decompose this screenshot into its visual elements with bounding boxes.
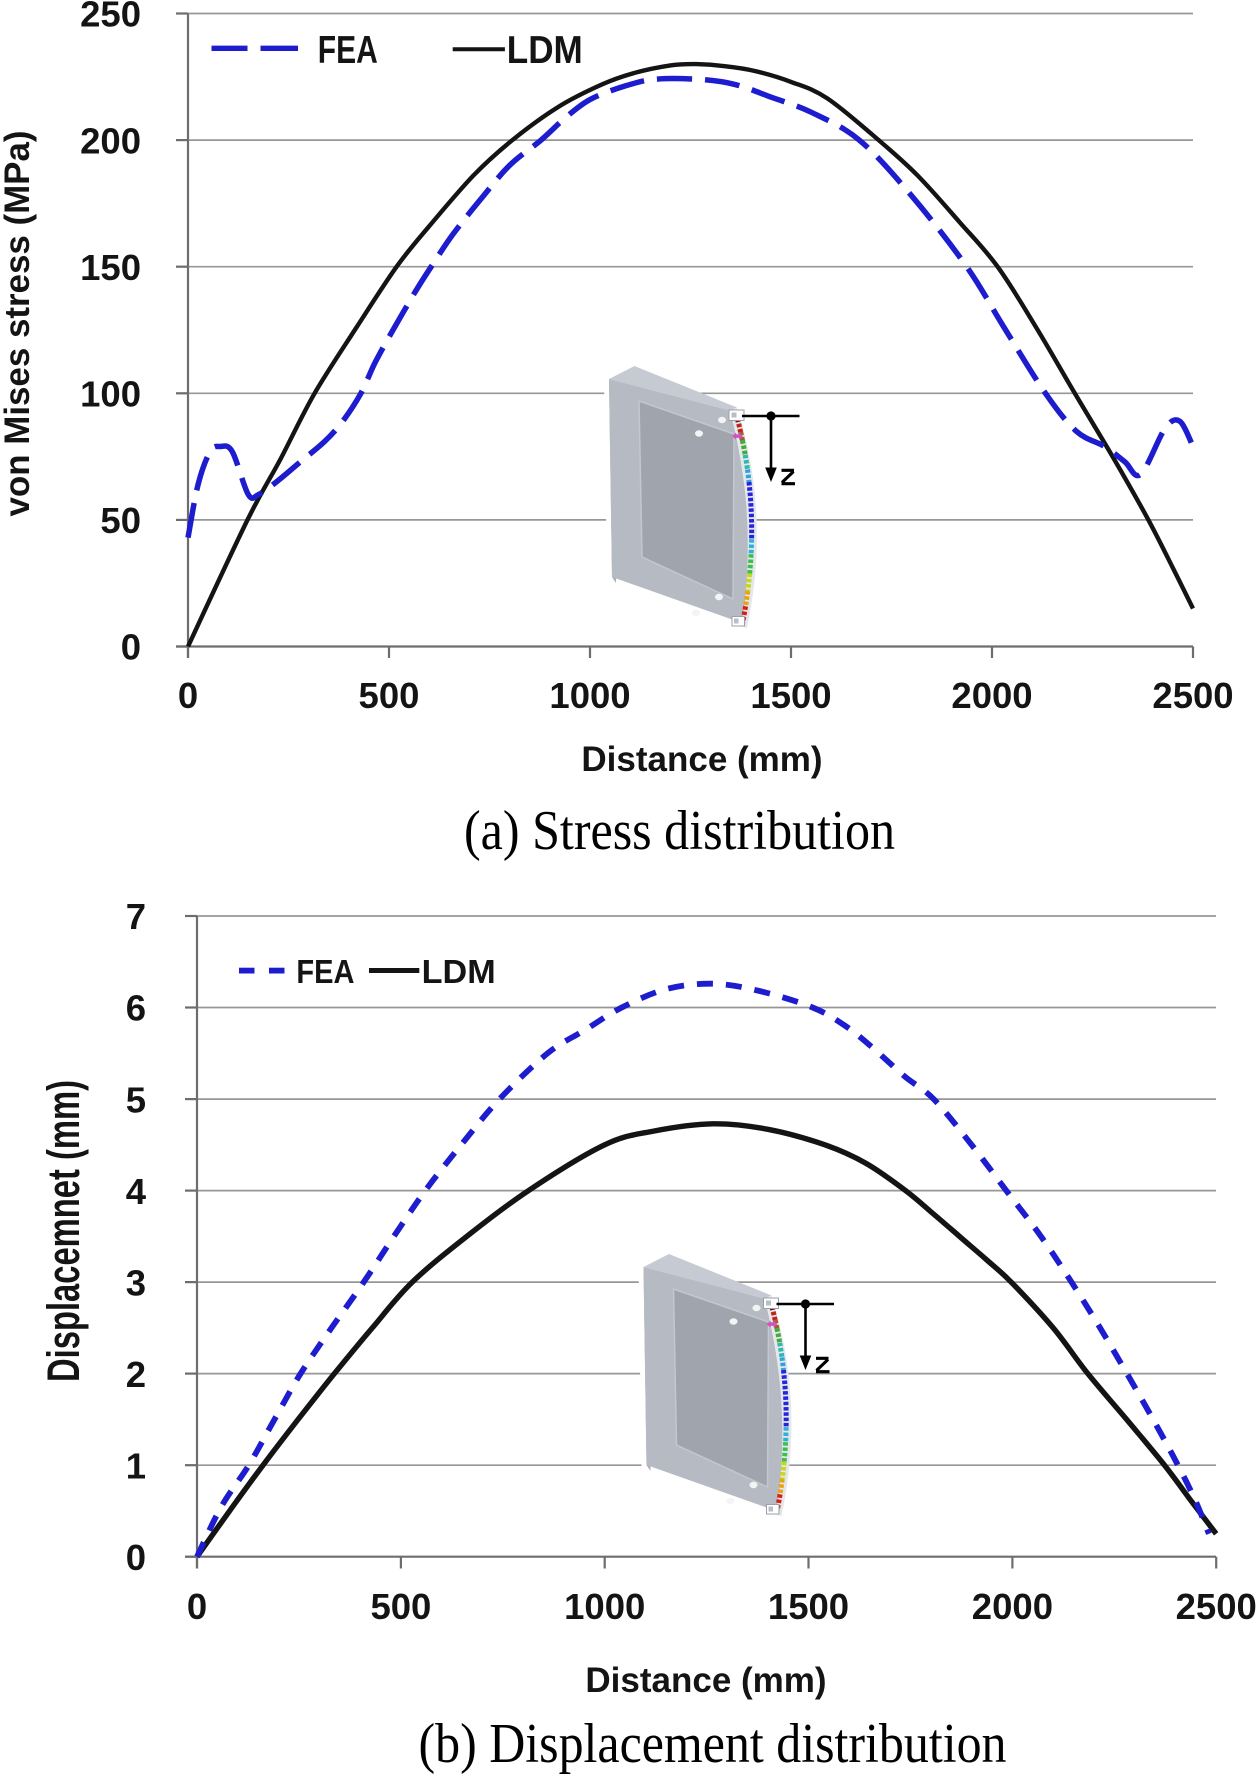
svg-text:2000: 2000 [951, 675, 1032, 716]
svg-text:1000: 1000 [564, 1586, 645, 1627]
svg-text:4: 4 [126, 1171, 147, 1212]
svg-text:(b) Displacement distribution: (b) Displacement distribution [419, 1713, 1007, 1775]
svg-text:200: 200 [80, 120, 141, 161]
svg-text:250: 250 [80, 0, 141, 35]
svg-text:7: 7 [126, 896, 146, 937]
svg-text:2500: 2500 [1176, 1586, 1257, 1627]
svg-text:150: 150 [80, 247, 141, 288]
svg-text:2: 2 [126, 1354, 146, 1395]
svg-text:LDM: LDM [422, 953, 496, 990]
svg-text:0: 0 [121, 627, 141, 668]
svg-text:2000: 2000 [972, 1586, 1053, 1627]
svg-text:(a) Stress distribution: (a) Stress distribution [464, 800, 895, 862]
svg-text:0: 0 [187, 1586, 207, 1627]
svg-text:FEA: FEA [296, 953, 354, 990]
svg-text:0: 0 [126, 1537, 146, 1578]
svg-text:100: 100 [80, 374, 141, 415]
svg-text:0: 0 [178, 675, 198, 716]
svg-text:3: 3 [126, 1262, 146, 1303]
svg-text:1: 1 [126, 1445, 146, 1486]
svg-text:2500: 2500 [1152, 675, 1233, 716]
svg-text:Distance (mm): Distance (mm) [581, 740, 822, 779]
svg-text:50: 50 [100, 500, 141, 541]
svg-text:6: 6 [126, 988, 146, 1029]
svg-text:1000: 1000 [549, 675, 630, 716]
svg-text:Displacemnet (mm): Displacemnet (mm) [38, 1080, 89, 1382]
svg-text:von Mises stress (MPa): von Mises stress (MPa) [0, 131, 37, 517]
svg-text:1500: 1500 [750, 675, 831, 716]
svg-text:FEA: FEA [318, 29, 378, 72]
svg-text:500: 500 [359, 675, 420, 716]
svg-text:Distance (mm): Distance (mm) [585, 1661, 826, 1700]
svg-text:500: 500 [370, 1586, 431, 1627]
svg-text:LDM: LDM [507, 29, 583, 72]
svg-text:1500: 1500 [768, 1586, 849, 1627]
svg-text:5: 5 [126, 1079, 146, 1120]
